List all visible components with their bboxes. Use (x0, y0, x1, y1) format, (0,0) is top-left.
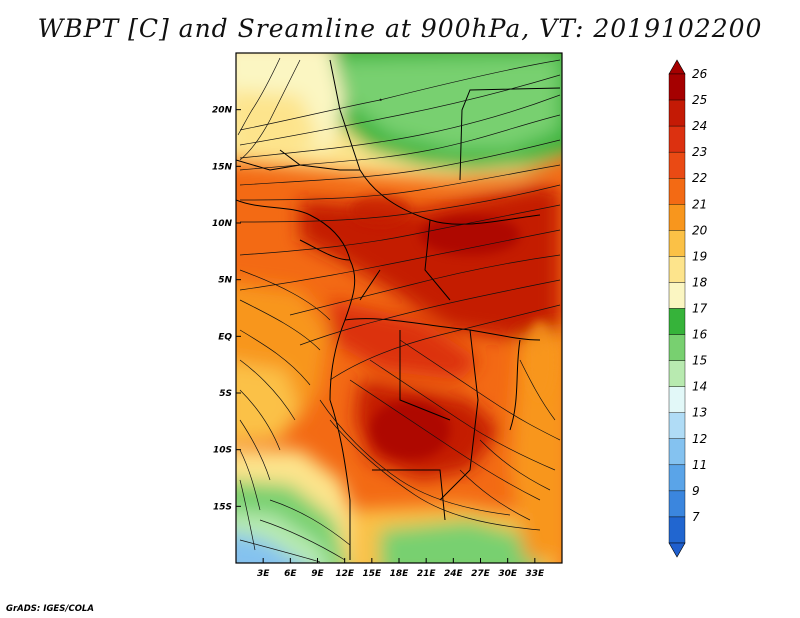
colorbar-swatch (668, 360, 686, 387)
colorbar-swatch (668, 282, 686, 309)
latitude-axis: 20N 15N 10N 5N EQ 5S 10S 15S (212, 106, 241, 512)
chart-title: WBPT [C] and Sreamline at 900hPa, VT: 20… (37, 14, 763, 43)
colorbar-swatch (668, 386, 686, 413)
lon-tick-label: 21E (417, 569, 437, 579)
colorbar-swatch (668, 125, 686, 153)
colorbar-swatch (668, 230, 686, 257)
colorbar-bottom-arrow (668, 542, 686, 558)
colorbar-label: 9 (692, 484, 700, 498)
lon-tick-label: 30E (498, 569, 518, 579)
colorbar-swatch (668, 438, 686, 466)
colorbar-label: 11 (692, 458, 707, 472)
colorbar-swatch (668, 204, 686, 231)
colorbar-swatch (668, 256, 686, 283)
lon-tick-label: 27E (471, 569, 491, 579)
colorbar-swatch (668, 151, 686, 179)
colorbar-swatch (668, 99, 686, 127)
streamlines (237, 57, 561, 563)
lon-tick-label: 12E (335, 569, 355, 579)
lon-tick-label: 18E (390, 569, 410, 579)
colorbar-label: 19 (692, 249, 707, 263)
lat-tick-label: 15N (212, 162, 233, 172)
footer-credit: GrADS: IGES/COLA (6, 604, 94, 614)
colorbar-swatch (668, 490, 686, 518)
lat-tick-label: 15S (213, 502, 232, 512)
colorbar-swatch (668, 308, 686, 335)
colorbar-label: 7 (692, 510, 700, 524)
lon-tick-label: 15E (362, 569, 382, 579)
lat-tick-label: 20N (212, 106, 233, 116)
colorbar-swatch (668, 464, 686, 492)
wbpt-field (236, 53, 562, 563)
colorbar-label: 22 (692, 171, 707, 185)
colorbar-label: 12 (692, 432, 707, 446)
lon-tick-label: 9E (311, 569, 324, 579)
colorbar-label: 21 (692, 197, 707, 211)
colorbar-label: 26 (692, 67, 708, 81)
lon-tick-label: 33E (525, 569, 545, 579)
colorbar-label: 25 (692, 93, 707, 107)
lat-tick-label: EQ (218, 332, 232, 342)
colorbar-top-arrow (668, 59, 686, 75)
lat-tick-label: 5N (218, 276, 232, 286)
lat-tick-label: 10N (212, 219, 233, 229)
lat-tick-label: 5S (219, 389, 232, 399)
colorbar-label: 16 (692, 328, 708, 342)
colorbar-label: 23 (692, 145, 707, 159)
colorbar-swatch (668, 412, 686, 439)
colorbar-swatch (668, 73, 686, 101)
colorbar-swatch (668, 178, 686, 205)
colorbar-label: 18 (692, 275, 708, 289)
lon-tick-label: 3E (257, 569, 270, 579)
lon-tick-label: 24E (444, 569, 464, 579)
colorbar-label: 14 (692, 380, 707, 394)
colorbar-label: 13 (692, 406, 707, 420)
lat-tick-label: 10S (213, 446, 232, 456)
colorbar-swatch (668, 516, 686, 544)
longitude-axis: 3E 6E 9E 12E 15E 18E 21E 24E 27E 30E 33E (257, 558, 545, 579)
colorbar-label: 15 (692, 354, 707, 368)
colorbar: 26 25 24 23 22 21 20 19 18 17 16 15 14 13 12 11 9 7 (668, 59, 708, 558)
colorbar-label: 20 (692, 223, 708, 237)
colorbar-label: 24 (692, 119, 707, 133)
colorbar-label: 17 (692, 302, 708, 316)
colorbar-swatch (668, 334, 686, 361)
lon-tick-label: 6E (284, 569, 297, 579)
